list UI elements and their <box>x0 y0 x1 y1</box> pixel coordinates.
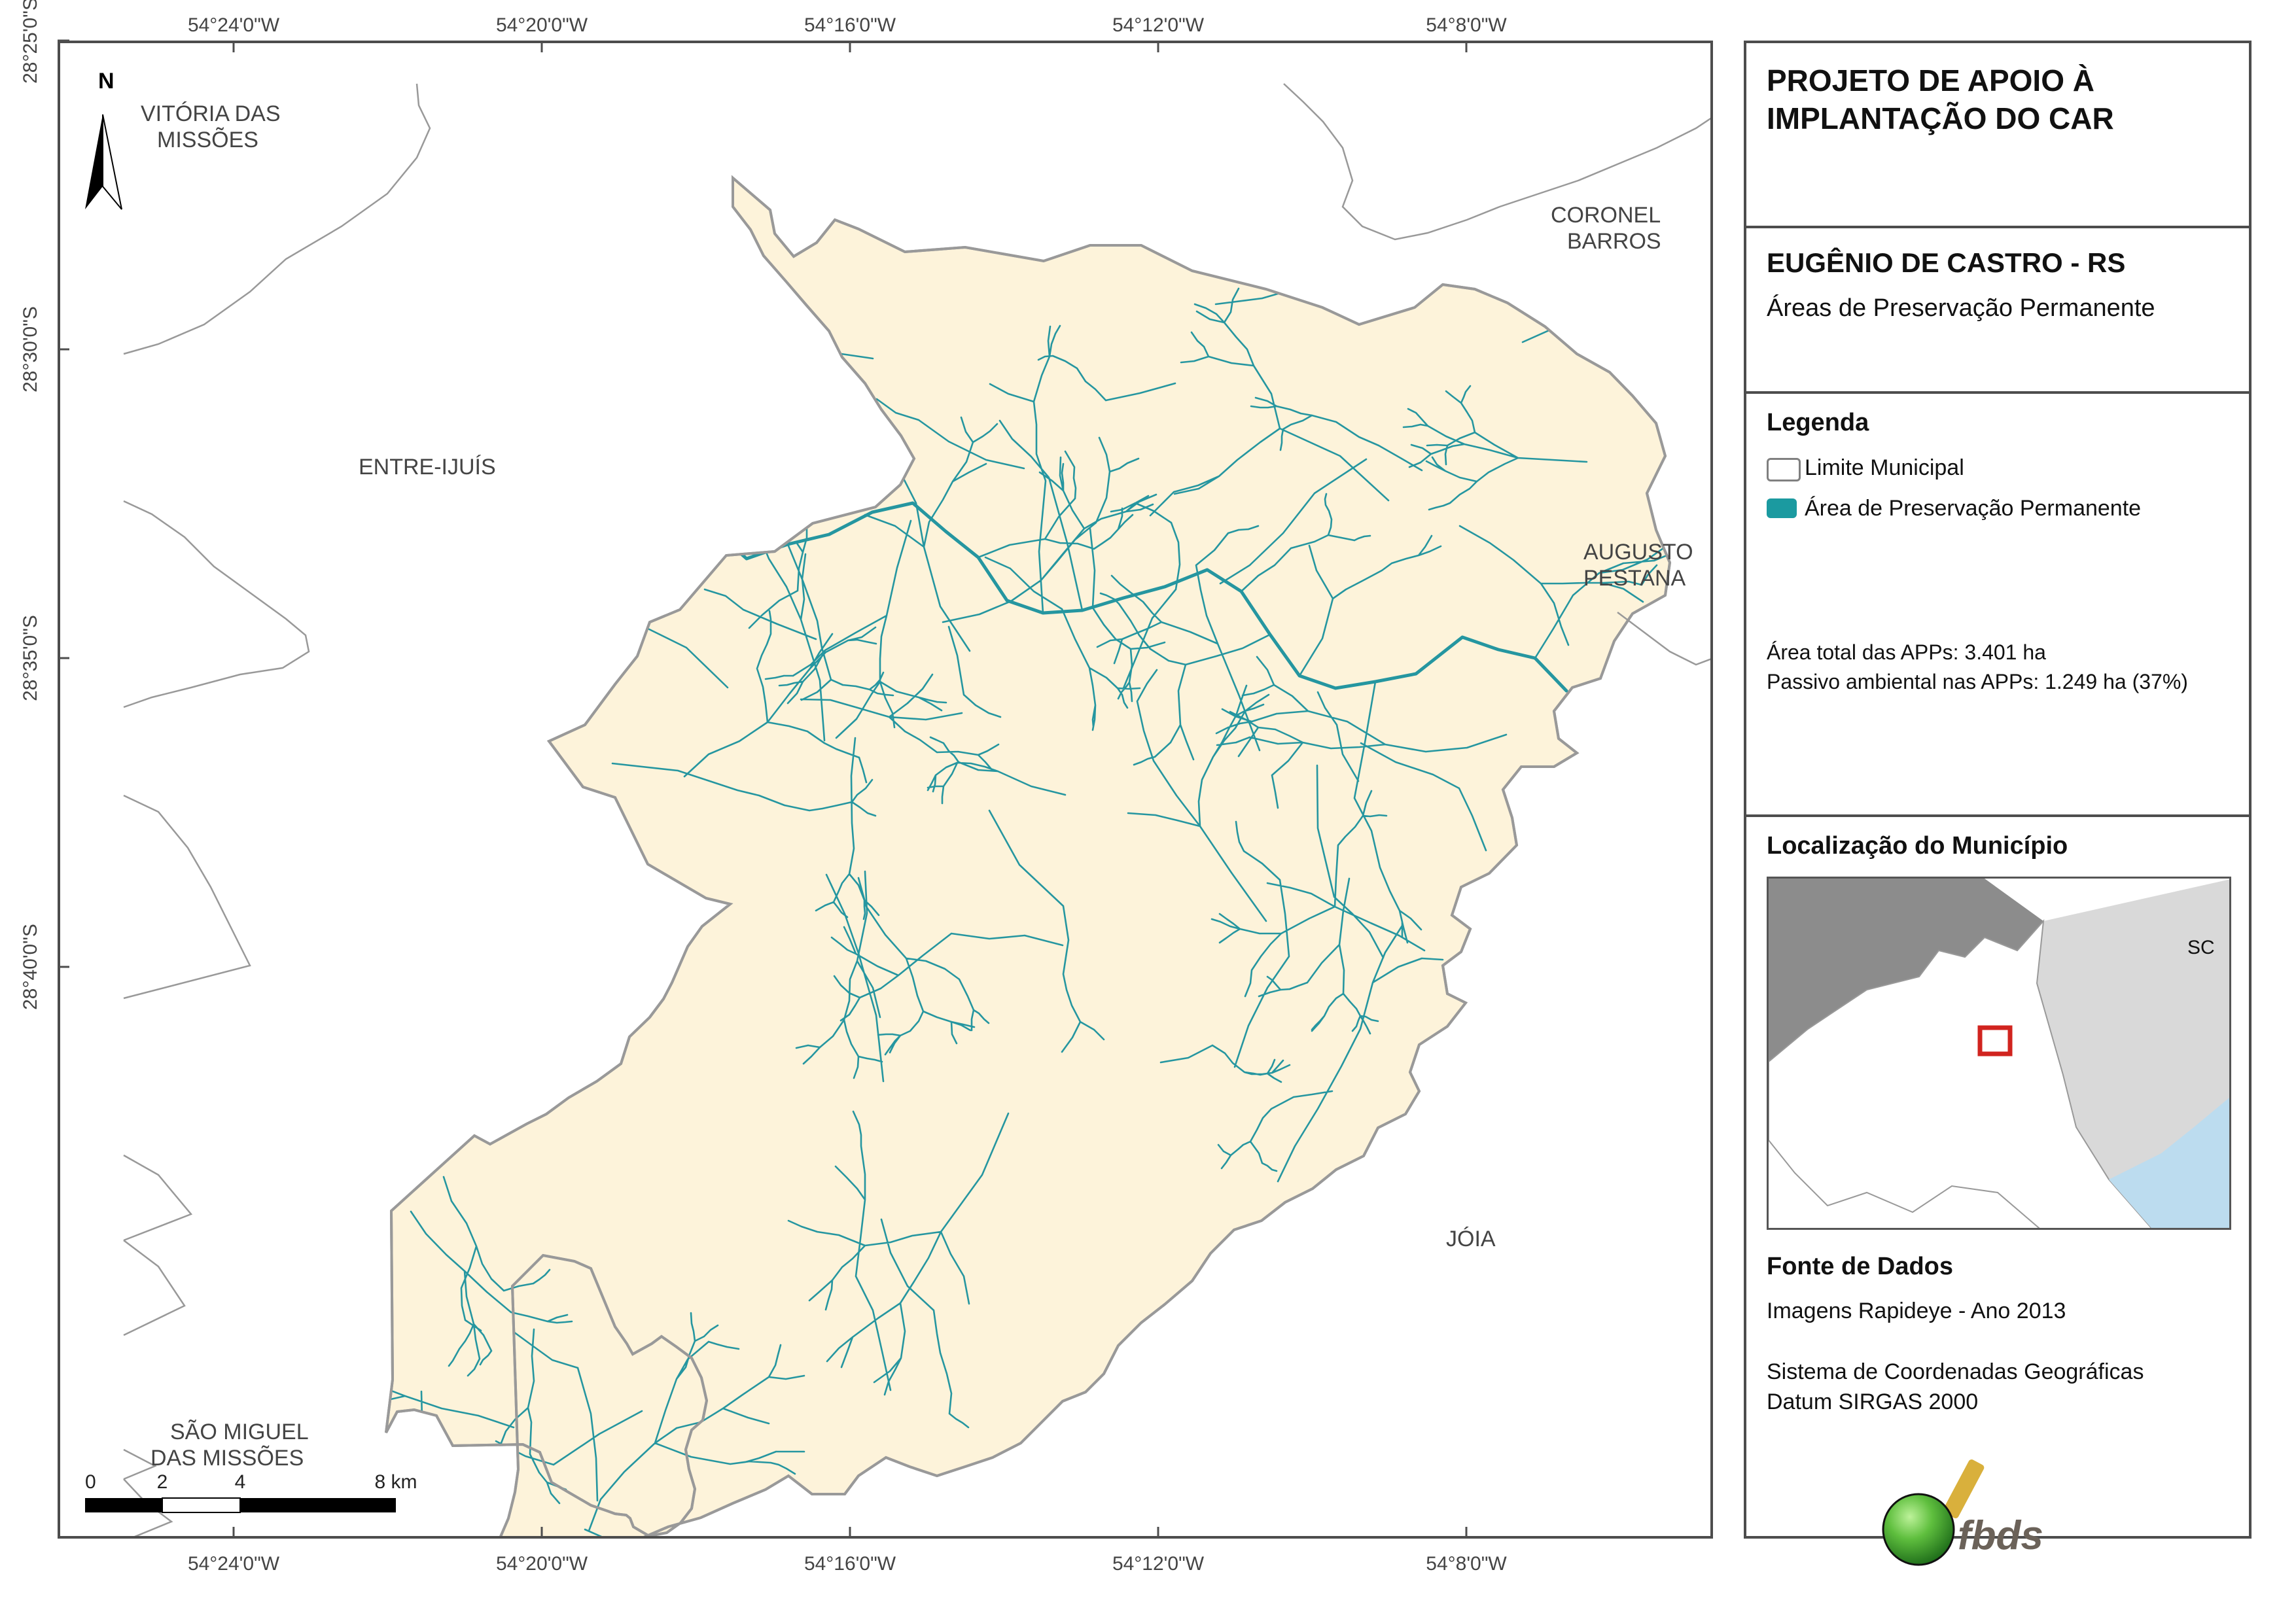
svg-text:54°16'0"W: 54°16'0"W <box>804 1553 896 1575</box>
svg-text:28°30'0"S: 28°30'0"S <box>20 306 41 393</box>
svg-text:54°12'0"W: 54°12'0"W <box>1112 14 1205 36</box>
svg-text:54°16'0"W: 54°16'0"W <box>804 14 896 36</box>
svg-text:54°12'0"W: 54°12'0"W <box>1112 1553 1205 1575</box>
svg-text:54°24'0"W: 54°24'0"W <box>188 14 280 36</box>
svg-text:28°35'0"S: 28°35'0"S <box>20 615 41 701</box>
svg-text:28°25'0"S: 28°25'0"S <box>20 0 41 84</box>
svg-text:54°8'0"W: 54°8'0"W <box>1426 1553 1507 1575</box>
svg-text:54°8'0"W: 54°8'0"W <box>1426 14 1507 36</box>
svg-text:fbds: fbds <box>1958 1513 2043 1558</box>
svg-text:54°20'0"W: 54°20'0"W <box>496 1553 588 1575</box>
svg-text:54°20'0"W: 54°20'0"W <box>496 14 588 36</box>
svg-text:54°24'0"W: 54°24'0"W <box>188 1553 280 1575</box>
svg-text:28°40'0"S: 28°40'0"S <box>20 924 41 1010</box>
svg-text:SC: SC <box>2187 937 2215 958</box>
